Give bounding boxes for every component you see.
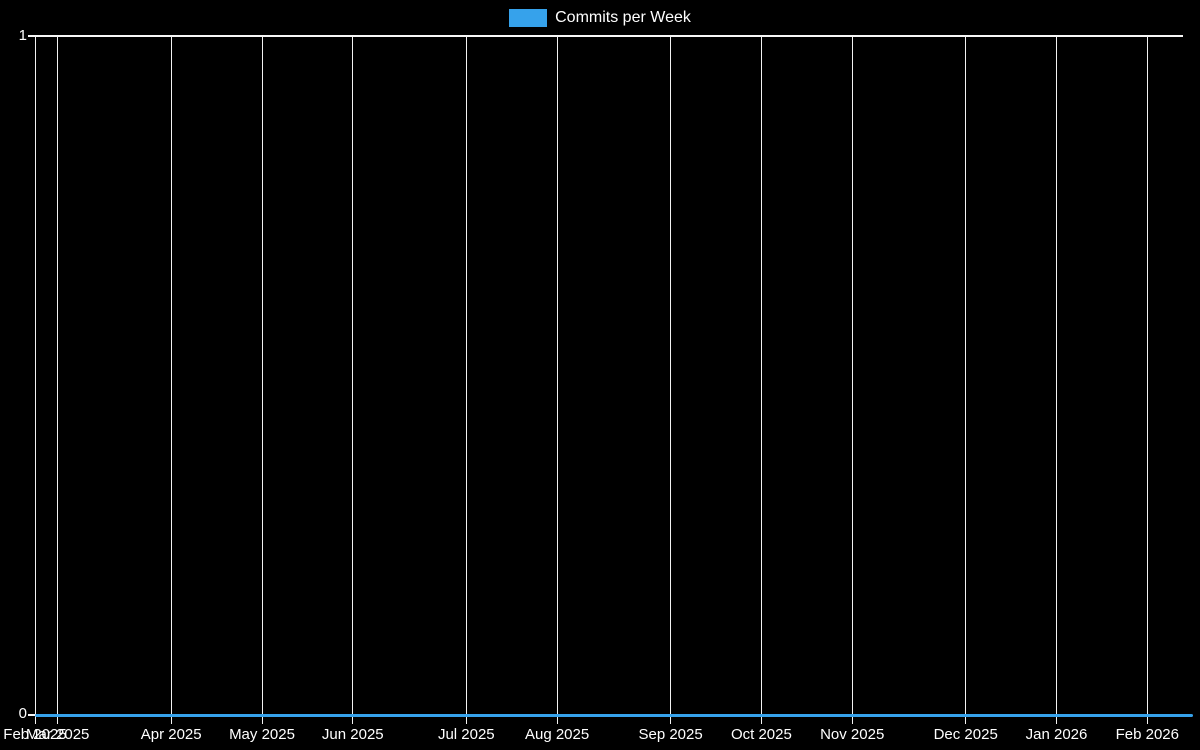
x-gridline [1146, 36, 1148, 724]
data-series-line [35, 714, 1193, 717]
x-gridline [465, 36, 467, 724]
x-axis-tick-label: Aug 2025 [524, 726, 590, 743]
y-gridline-max [28, 35, 1183, 37]
x-axis-tick-label: Mar 2025 [26, 726, 90, 743]
x-gridline [352, 36, 354, 724]
x-axis-tick-label: Oct 2025 [730, 726, 792, 743]
y-axis-tick-mark-min [28, 714, 35, 716]
legend-swatch-icon [509, 9, 548, 27]
x-gridline [760, 36, 762, 724]
legend-label: Commits per Week [555, 9, 691, 26]
x-axis-tick-label: Sep 2025 [638, 726, 703, 743]
chart-legend: Commits per Week [0, 9, 1200, 27]
x-axis-tick-label: Nov 2025 [820, 726, 885, 743]
x-axis-tick-label: Feb 2025 [3, 726, 67, 743]
y-axis-tick-label-max: 1 [18, 27, 27, 44]
x-axis-tick-label: Dec 2025 [933, 726, 998, 743]
x-gridline [261, 36, 263, 724]
x-gridline [670, 36, 672, 724]
x-gridline [170, 36, 172, 724]
x-gridline [34, 36, 36, 724]
x-axis-tick-label: Jul 2025 [437, 726, 495, 743]
x-gridline [965, 36, 967, 724]
legend-item-commits-per-week[interactable]: Commits per Week [509, 9, 691, 27]
x-axis-tick-label: May 2025 [229, 726, 295, 743]
x-gridline [1056, 36, 1057, 724]
x-gridline [57, 36, 59, 724]
x-gridline [851, 36, 853, 724]
x-axis-tick-label: Jun 2025 [321, 726, 384, 743]
x-axis-tick-label: Jan 2026 [1025, 726, 1088, 743]
x-axis-tick-label: Apr 2025 [140, 726, 202, 743]
x-gridline [556, 36, 558, 724]
x-axis-tick-label: Feb 2026 [1115, 726, 1179, 743]
y-axis-tick-label-min: 0 [18, 705, 27, 722]
